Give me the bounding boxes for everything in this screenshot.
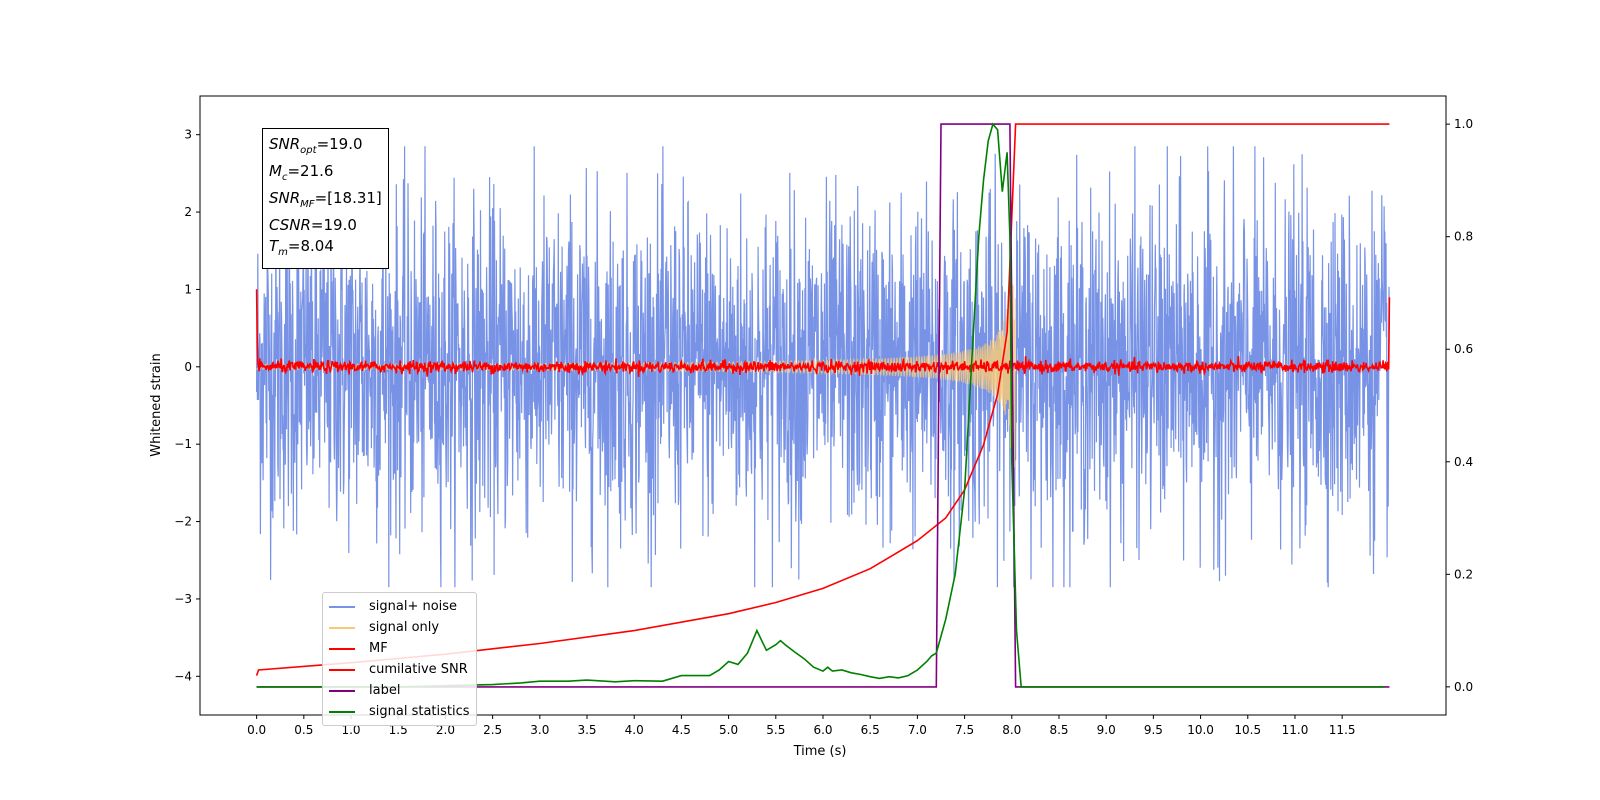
y-right-tick-label: 0.0 [1454, 680, 1473, 694]
legend-swatch [329, 689, 355, 692]
snr-mf-value: [18.31] [327, 189, 382, 207]
y-right-tick-label: 0.8 [1454, 230, 1473, 244]
x-tick-label: 5.0 [719, 723, 738, 737]
y-tick-label: −4 [174, 669, 192, 683]
y-right-tick-label: 0.6 [1454, 342, 1473, 356]
x-tick-label: 0.0 [247, 723, 266, 737]
x-tick-label: 8.5 [1049, 723, 1068, 737]
x-tick-label: 11.5 [1329, 723, 1356, 737]
x-tick-label: 3.5 [577, 723, 596, 737]
legend-label: signal+ noise [369, 599, 458, 614]
x-tick-label: 1.0 [341, 723, 360, 737]
y-right-tick-label: 0.4 [1454, 455, 1473, 469]
y-tick-label: 3 [184, 128, 192, 142]
x-tick-label: 4.0 [625, 723, 644, 737]
csnr-line: CSNR=19.0 [269, 216, 357, 234]
series-mf [255, 289, 1391, 377]
legend-label: signal only [369, 620, 440, 635]
legend-item: signal+ noise [329, 596, 470, 617]
y-axis-right: 1.0 0.8 0.6 0.4 0.2 0.0 [1446, 117, 1473, 694]
legend-item: signal statistics [329, 701, 470, 722]
legend-swatch [329, 668, 355, 671]
legend-item: label [329, 680, 470, 701]
x-tick-label: 1.5 [389, 723, 408, 737]
y-right-tick-label: 1.0 [1454, 117, 1473, 131]
legend-label: signal statistics [369, 704, 470, 719]
y-right-tick-label: 0.2 [1454, 567, 1473, 581]
legend-swatch [329, 647, 355, 650]
legend-item: signal only [329, 617, 470, 638]
mc-line: Mc=21.6 [269, 162, 334, 183]
y-tick-label: 0 [184, 360, 192, 374]
x-tick-label: 9.5 [1144, 723, 1163, 737]
y-tick-label: −1 [174, 437, 192, 451]
snr-opt-value: 19.0 [329, 135, 363, 153]
x-tick-label: 6.0 [813, 723, 832, 737]
y-axis-left: 3 2 1 0 −1 −2 −3 −4 [174, 128, 200, 683]
x-tick-label: 7.0 [908, 723, 927, 737]
y-axis-label: Whitened strain [149, 353, 164, 456]
y-tick-label: −2 [174, 515, 192, 529]
x-tick-label: 8.0 [1002, 723, 1021, 737]
legend: signal+ noise signal only MF cumilative … [322, 592, 477, 726]
x-tick-label: 5.5 [766, 723, 785, 737]
csnr-value: 19.0 [323, 216, 357, 234]
x-tick-label: 2.5 [483, 723, 502, 737]
x-tick-label: 2.0 [436, 723, 455, 737]
x-tick-label: 10.5 [1234, 723, 1261, 737]
legend-label: cumilative SNR [369, 662, 468, 677]
x-axis-label: Time (s) [793, 744, 847, 759]
x-tick-label: 4.5 [672, 723, 691, 737]
legend-item: cumilative SNR [329, 659, 470, 680]
legend-item: MF [329, 638, 470, 659]
legend-label: label [369, 683, 401, 698]
x-axis: 0.0 0.5 1.0 1.5 2.0 2.5 3.0 3.5 4.0 4.5 5.0 5.5 6.0 6… [247, 715, 1356, 737]
legend-swatch [329, 710, 355, 713]
series-signal-noise [256, 146, 1390, 588]
snr-mf-line: SNRMF=[18.31] [269, 189, 382, 210]
legend-swatch [329, 605, 355, 608]
y-tick-label: 1 [184, 282, 192, 296]
x-tick-label: 6.5 [861, 723, 880, 737]
tm-value: 8.04 [300, 237, 334, 255]
x-tick-label: 9.0 [1097, 723, 1116, 737]
series-signal-statistics [256, 122, 1385, 688]
legend-label: MF [369, 641, 388, 656]
y-tick-label: −3 [174, 592, 192, 606]
tm-line: Tm=8.04 [269, 237, 334, 258]
legend-swatch [329, 626, 355, 629]
snr-opt-line: SNRopt=19.0 [269, 135, 363, 156]
x-tick-label: 3.0 [530, 723, 549, 737]
y-tick-label: 2 [184, 205, 192, 219]
mc-value: 21.6 [300, 162, 334, 180]
x-tick-label: 7.5 [955, 723, 974, 737]
snr-info-box: SNRopt=19.0 Mc=21.6 SNRMF=[18.31] CSNR=1… [262, 128, 389, 269]
x-tick-label: 11.0 [1282, 723, 1309, 737]
x-tick-label: 0.5 [294, 723, 313, 737]
x-tick-label: 10.0 [1187, 723, 1214, 737]
